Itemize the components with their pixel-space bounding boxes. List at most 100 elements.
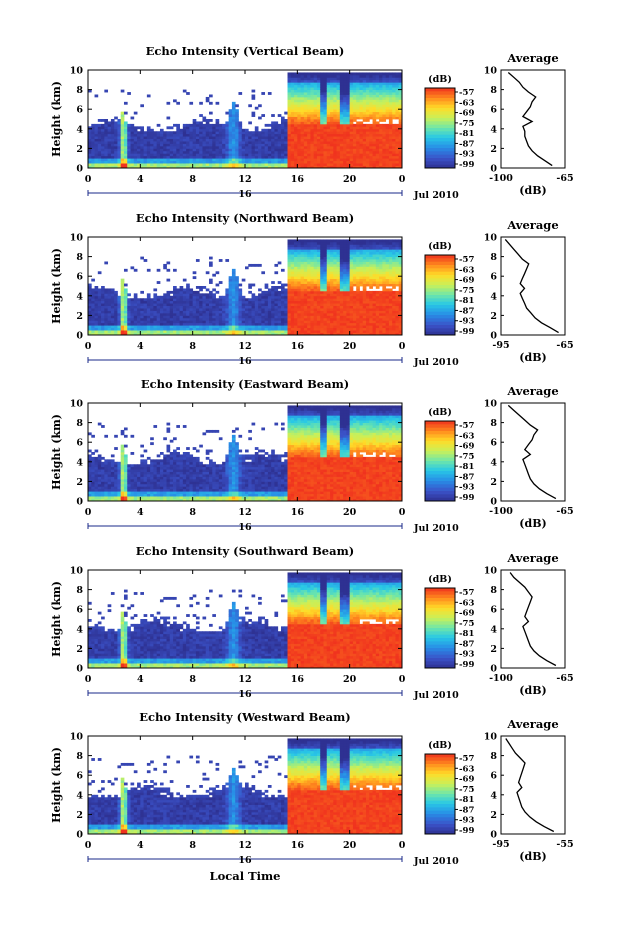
heatmap-cell	[147, 303, 151, 306]
heatmap-cell	[265, 315, 269, 318]
heatmap-cell	[127, 144, 131, 147]
heatmap-cell	[310, 77, 314, 80]
heatmap-cell	[369, 325, 373, 328]
heatmap-cell	[108, 330, 112, 333]
heatmap-cell	[350, 293, 354, 296]
heatmap-cell	[301, 330, 305, 333]
heatmap-cell	[108, 303, 112, 306]
heatmap-cell	[320, 92, 324, 95]
heatmap-cell	[121, 131, 125, 134]
heatmap-cell	[206, 293, 210, 296]
heatmap-cell	[350, 136, 354, 139]
heatmap-cell	[157, 303, 161, 306]
heatmap-cell	[265, 325, 269, 328]
heatmap-cell	[324, 148, 328, 151]
heatmap-cell	[359, 92, 363, 95]
heatmap-cell	[356, 257, 360, 260]
heatmap-cell	[281, 296, 285, 299]
heatmap-cell	[167, 131, 171, 134]
heatmap-cell	[206, 320, 210, 323]
heatmap-cell	[288, 318, 292, 321]
heatmap-cell	[157, 153, 161, 156]
heatmap-cell	[114, 141, 118, 144]
heatmap-cell	[255, 153, 259, 156]
heatmap-cell	[242, 158, 246, 161]
heatmap-cell	[261, 308, 265, 311]
heatmap-cell	[373, 134, 377, 137]
heatmap-cell	[350, 119, 354, 122]
heatmap-cell	[235, 158, 239, 161]
heatmap-cell	[114, 156, 118, 159]
heatmap-cell	[389, 129, 393, 132]
heatmap-cell	[245, 134, 249, 137]
heatmap-cell	[324, 247, 328, 250]
heatmap-cell	[229, 323, 233, 326]
heatmap-cell	[356, 291, 360, 294]
heatmap-cell	[346, 293, 350, 296]
heatmap-cell	[186, 328, 190, 331]
heatmap-cell	[363, 77, 367, 80]
heatmap-cell	[373, 247, 377, 250]
heatmap-cell	[386, 257, 390, 260]
heatmap-cell	[288, 109, 292, 112]
heatmap-cell	[333, 107, 337, 110]
heatmap-cell	[180, 146, 184, 149]
heatmap-cell	[343, 259, 347, 262]
heatmap-cell	[369, 252, 373, 255]
heatmap-cell	[340, 266, 344, 269]
heatmap-cell	[379, 293, 383, 296]
heatmap-cell	[327, 254, 331, 257]
heatmap-cell	[297, 308, 301, 311]
heatmap-cell	[369, 262, 373, 265]
heatmap-cell	[160, 298, 164, 301]
heatmap-cell	[353, 139, 357, 142]
heatmap-cell	[101, 141, 105, 144]
heatmap-cell	[180, 286, 184, 289]
heatmap-cell	[235, 323, 239, 326]
heatmap-cell	[379, 163, 383, 166]
heatmap-cell	[369, 308, 373, 311]
heatmap-cell	[324, 249, 328, 252]
heatmap-cell	[170, 313, 174, 316]
heatmap-cell	[157, 158, 161, 161]
heatmap-cell	[167, 139, 171, 142]
heatmap-cell	[330, 112, 334, 115]
heatmap-cell	[373, 72, 377, 75]
heatmap-cell	[281, 308, 285, 311]
heatmap-cell	[219, 136, 223, 139]
heatmap-cell	[189, 129, 193, 132]
heatmap-cell	[157, 301, 161, 304]
heatmap-cell	[386, 242, 390, 245]
heatmap-cell	[317, 262, 321, 265]
heatmap-cell	[386, 77, 390, 80]
heatmap-cell	[304, 75, 308, 78]
heatmap-cell	[317, 114, 321, 117]
heatmap-cell	[278, 114, 282, 117]
heatmap-cell	[193, 323, 197, 326]
heatmap-cell	[350, 107, 354, 110]
heatmap-cell	[225, 158, 229, 161]
heatmap-cell	[232, 281, 236, 284]
heatmap-cell	[199, 286, 203, 289]
heatmap-cell	[242, 129, 246, 132]
heatmap-cell	[343, 291, 347, 294]
heatmap-cell	[134, 146, 138, 149]
heatmap-cell	[330, 139, 334, 142]
heatmap-cell	[163, 308, 167, 311]
heatmap-cell	[376, 303, 380, 306]
heatmap-cell	[353, 328, 357, 331]
heatmap-cell	[304, 148, 308, 151]
heatmap-cell	[101, 306, 105, 309]
heatmap-cell	[268, 139, 272, 142]
heatmap-cell	[108, 291, 112, 294]
heatmap-cell	[343, 303, 347, 306]
heatmap-cell	[278, 301, 282, 304]
heatmap-cell	[356, 121, 360, 124]
heatmap-cell	[189, 148, 193, 151]
heatmap-cell	[386, 284, 390, 287]
heatmap-cell	[291, 129, 295, 132]
colorbar-swatch	[425, 138, 455, 142]
heatmap-cell	[144, 131, 148, 134]
heatmap-cell	[369, 99, 373, 102]
heatmap-cell	[395, 75, 399, 78]
